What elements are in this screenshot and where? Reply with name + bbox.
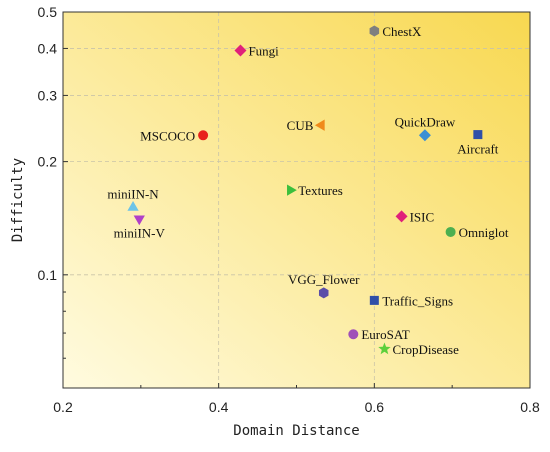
y-tick-label: 0.5 [38, 4, 58, 20]
grid [63, 12, 530, 388]
data-label: ISIC [410, 209, 435, 224]
data-point [395, 210, 408, 223]
data-point [369, 295, 379, 305]
y-tick-label: 0.3 [38, 87, 58, 103]
x-axis-title: Domain Distance [233, 423, 359, 439]
plot-background [63, 12, 530, 388]
data-label: miniIN-V [114, 226, 166, 241]
data-point [445, 226, 456, 237]
data-point [314, 119, 325, 131]
data-label: Textures [298, 183, 343, 198]
x-tick-label: 0.4 [209, 399, 229, 415]
data-label: VGG_Flower [288, 272, 360, 287]
data-label: miniIN-N [107, 187, 159, 202]
data-point [127, 201, 139, 211]
axis-ticks: 0.2 0.4 0.6 0.8 0.1 0.2 0.3 0.4 0.5 [38, 4, 540, 415]
data-points [127, 25, 483, 355]
data-point [473, 130, 483, 140]
data-point [348, 329, 359, 340]
y-tick-label: 0.1 [38, 267, 58, 283]
data-label: CUB [287, 118, 314, 133]
data-label: CropDisease [392, 342, 459, 357]
x-tick-label: 0.6 [365, 399, 385, 415]
x-tick-label: 0.2 [53, 399, 73, 415]
data-label: Omniglot [459, 225, 509, 240]
data-point [318, 287, 329, 299]
data-label: MSCOCO [140, 128, 195, 143]
y-tick-label: 0.4 [38, 40, 58, 56]
data-point [369, 25, 380, 37]
data-label: ChestX [382, 24, 422, 39]
data-label: Traffic_Signs [382, 293, 453, 308]
data-point [133, 215, 145, 226]
data-label: QuickDraw [395, 114, 456, 129]
data-label: EuroSAT [361, 327, 409, 342]
data-point [378, 342, 391, 355]
x-tick-label: 0.8 [520, 399, 540, 415]
data-label: Fungi [248, 43, 279, 58]
data-point [418, 129, 431, 142]
y-tick-label: 0.2 [38, 154, 58, 170]
data-point [287, 184, 297, 196]
data-point [234, 44, 247, 57]
y-axis-title: Difficulty [10, 158, 26, 242]
data-point [198, 130, 209, 141]
data-label: Aircraft [457, 142, 499, 157]
